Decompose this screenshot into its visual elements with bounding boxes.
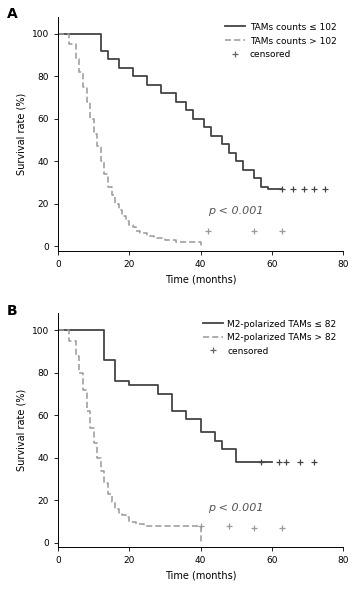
Legend: TAMs counts ≤ 102, TAMs counts > 102, censored: TAMs counts ≤ 102, TAMs counts > 102, ce… bbox=[224, 21, 338, 61]
Text: A: A bbox=[7, 7, 17, 21]
Y-axis label: Survival rate (%): Survival rate (%) bbox=[16, 92, 26, 175]
Text: p < 0.001: p < 0.001 bbox=[208, 207, 263, 217]
X-axis label: Time (months): Time (months) bbox=[165, 274, 236, 284]
Text: p < 0.001: p < 0.001 bbox=[208, 503, 263, 513]
Text: B: B bbox=[7, 304, 17, 318]
Y-axis label: Survival rate (%): Survival rate (%) bbox=[16, 389, 26, 471]
Legend: M2-polarized TAMs ≤ 82, M2-polarized TAMs > 82, censored: M2-polarized TAMs ≤ 82, M2-polarized TAM… bbox=[201, 317, 338, 358]
X-axis label: Time (months): Time (months) bbox=[165, 571, 236, 581]
